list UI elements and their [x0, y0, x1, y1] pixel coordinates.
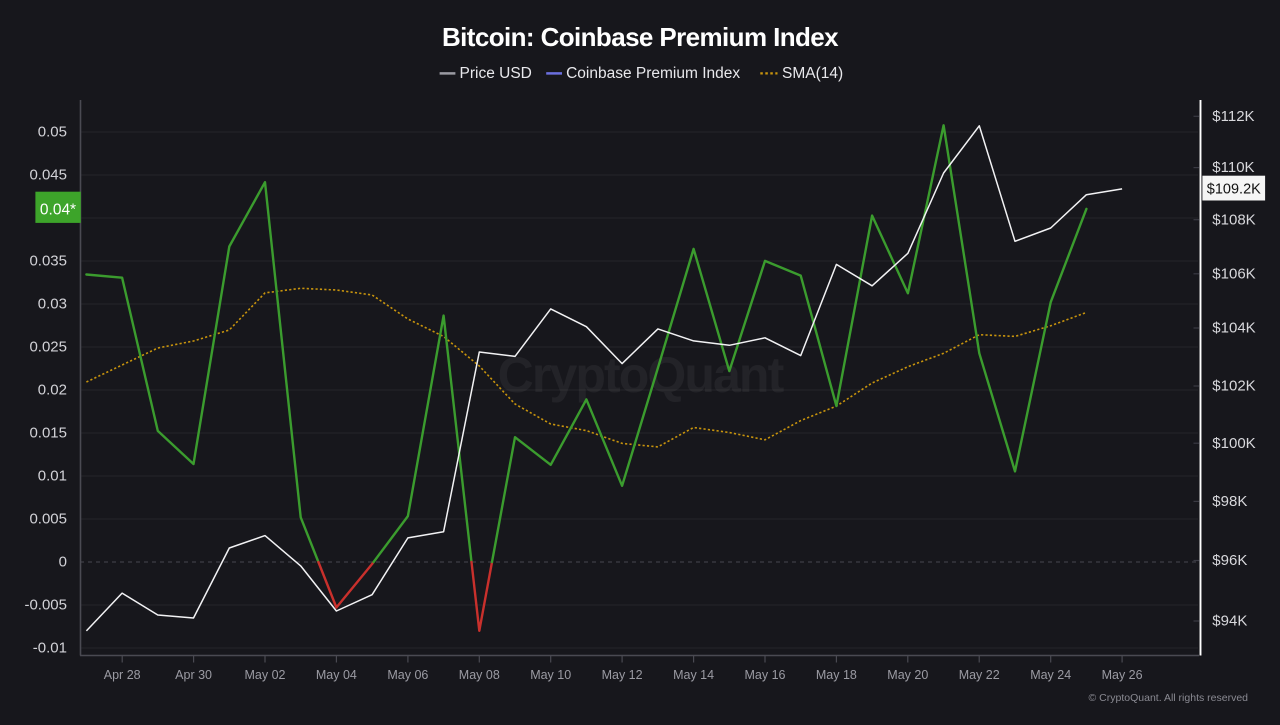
svg-text:0.01: 0.01 [38, 468, 67, 485]
svg-text:© CryptoQuant. All rights rese: © CryptoQuant. All rights reserved [1089, 692, 1249, 704]
svg-text:0.005: 0.005 [29, 511, 67, 528]
svg-text:May 16: May 16 [745, 668, 786, 682]
svg-text:May 14: May 14 [673, 668, 714, 682]
svg-text:0.025: 0.025 [29, 339, 67, 356]
svg-text:0.03: 0.03 [38, 296, 67, 313]
svg-text:-0.005: -0.005 [24, 597, 67, 614]
svg-text:May 26: May 26 [1102, 668, 1143, 682]
svg-text:May 24: May 24 [1030, 668, 1071, 682]
svg-text:May 18: May 18 [816, 668, 857, 682]
svg-text:Apr 30: Apr 30 [175, 668, 212, 682]
svg-text:May 10: May 10 [530, 668, 571, 682]
svg-text:$94K: $94K [1212, 613, 1247, 630]
svg-text:May 20: May 20 [887, 668, 928, 682]
svg-text:Bitcoin: Coinbase Premium Inde: Bitcoin: Coinbase Premium Index [442, 22, 839, 52]
svg-text:SMA(14): SMA(14) [782, 65, 843, 82]
svg-text:$100K: $100K [1212, 435, 1255, 452]
svg-text:CryptoQuant: CryptoQuant [498, 347, 785, 403]
svg-text:May 02: May 02 [245, 668, 286, 682]
svg-text:May 08: May 08 [459, 668, 500, 682]
svg-text:0.04*: 0.04* [40, 201, 76, 218]
svg-text:May 12: May 12 [602, 668, 643, 682]
svg-text:$106K: $106K [1212, 265, 1255, 282]
svg-text:0: 0 [59, 554, 67, 571]
svg-text:0.05: 0.05 [38, 124, 67, 141]
svg-text:Coinbase Premium Index: Coinbase Premium Index [566, 65, 740, 82]
svg-text:$108K: $108K [1212, 211, 1255, 228]
svg-text:$96K: $96K [1212, 552, 1247, 569]
svg-text:May 04: May 04 [316, 668, 357, 682]
svg-text:0.015: 0.015 [29, 425, 67, 442]
svg-text:$110K: $110K [1212, 159, 1254, 176]
svg-text:May 06: May 06 [387, 668, 428, 682]
svg-text:$98K: $98K [1212, 493, 1247, 510]
svg-text:$112K: $112K [1212, 108, 1254, 125]
svg-text:0.035: 0.035 [29, 253, 67, 270]
svg-text:$109.2K: $109.2K [1207, 181, 1261, 197]
svg-text:Apr 28: Apr 28 [104, 668, 141, 682]
svg-text:May 22: May 22 [959, 668, 1000, 682]
svg-text:$102K: $102K [1212, 378, 1255, 395]
svg-text:0.045: 0.045 [29, 167, 67, 184]
svg-text:$104K: $104K [1212, 320, 1255, 337]
svg-text:0.02: 0.02 [38, 382, 67, 399]
svg-text:Price USD: Price USD [460, 65, 532, 82]
svg-text:-0.01: -0.01 [33, 640, 67, 657]
